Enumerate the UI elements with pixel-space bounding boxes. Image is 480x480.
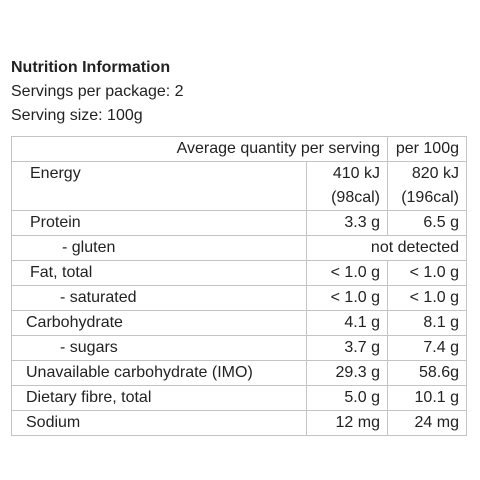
header-row: Average quantity per serving per 100g [11, 136, 467, 162]
row: - saturated < 1.0 g < 1.0 g [11, 285, 467, 311]
value: < 1.0 g [306, 285, 388, 311]
value: < 1.0 g [387, 285, 467, 311]
row: Sodium 12 mg 24 mg [11, 410, 467, 436]
title: Nutrition Information [11, 59, 171, 76]
column-header: Average quantity per serving [11, 136, 388, 162]
row-label: Carbohydrate [11, 310, 307, 336]
value: 10.1 g [387, 385, 467, 411]
serving-size: Serving size: 100g [11, 107, 143, 124]
row: Energy 410 kJ (98cal) 820 kJ (196cal) [11, 161, 467, 211]
row: Unavailable carbohydrate (IMO) 29.3 g 58.6… [11, 360, 467, 386]
row: Protein 3.3 g 6.5 g [11, 210, 467, 236]
value-line: 410 kJ [332, 165, 380, 182]
value: 8.1 g [387, 310, 467, 336]
value: 5.0 g [306, 385, 388, 411]
value-line: (196cal) [401, 189, 459, 206]
servings: Servings per package: 2 [11, 83, 184, 100]
row-label: Sodium [11, 410, 307, 436]
value: 29.3 g [306, 360, 388, 386]
value: 7.4 g [387, 335, 467, 361]
value: 24 mg [387, 410, 467, 436]
table-body: Average quantity per serving per 100g En… [11, 136, 467, 436]
column-header: per 100g [387, 136, 467, 162]
row: Fat, total < 1.0 g < 1.0 g [11, 260, 467, 286]
value: 6.5 g [387, 210, 467, 236]
header: Nutrition Information Servings per packa… [11, 56, 184, 128]
row: Dietary fibre, total 5.0 g 10.1 g [11, 385, 467, 411]
value-line: 820 kJ [411, 165, 459, 182]
row-label: - gluten [11, 235, 307, 261]
row-label: Dietary fibre, total [11, 385, 307, 411]
row-label: Energy [11, 161, 307, 211]
value: 3.7 g [306, 335, 388, 361]
value: 58.6g [387, 360, 467, 386]
value: 820 kJ (196cal) [387, 161, 467, 211]
value: not detected [306, 235, 467, 261]
value: 410 kJ (98cal) [306, 161, 388, 211]
nutrition-table: Average quantity per serving per 100g En… [11, 136, 467, 436]
row: Carbohydrate 4.1 g 8.1 g [11, 310, 467, 336]
row-label: Fat, total [11, 260, 307, 286]
row-label: - saturated [11, 285, 307, 311]
value-line: (98cal) [331, 189, 380, 206]
row-label: - sugars [11, 335, 307, 361]
value: < 1.0 g [306, 260, 388, 286]
value: 4.1 g [306, 310, 388, 336]
row-label: Protein [11, 210, 307, 236]
row: - sugars 3.7 g 7.4 g [11, 335, 467, 361]
value: 12 mg [306, 410, 388, 436]
row: - gluten not detected [11, 235, 467, 261]
value: < 1.0 g [387, 260, 467, 286]
value: 3.3 g [306, 210, 388, 236]
row-label: Unavailable carbohydrate (IMO) [11, 360, 307, 386]
